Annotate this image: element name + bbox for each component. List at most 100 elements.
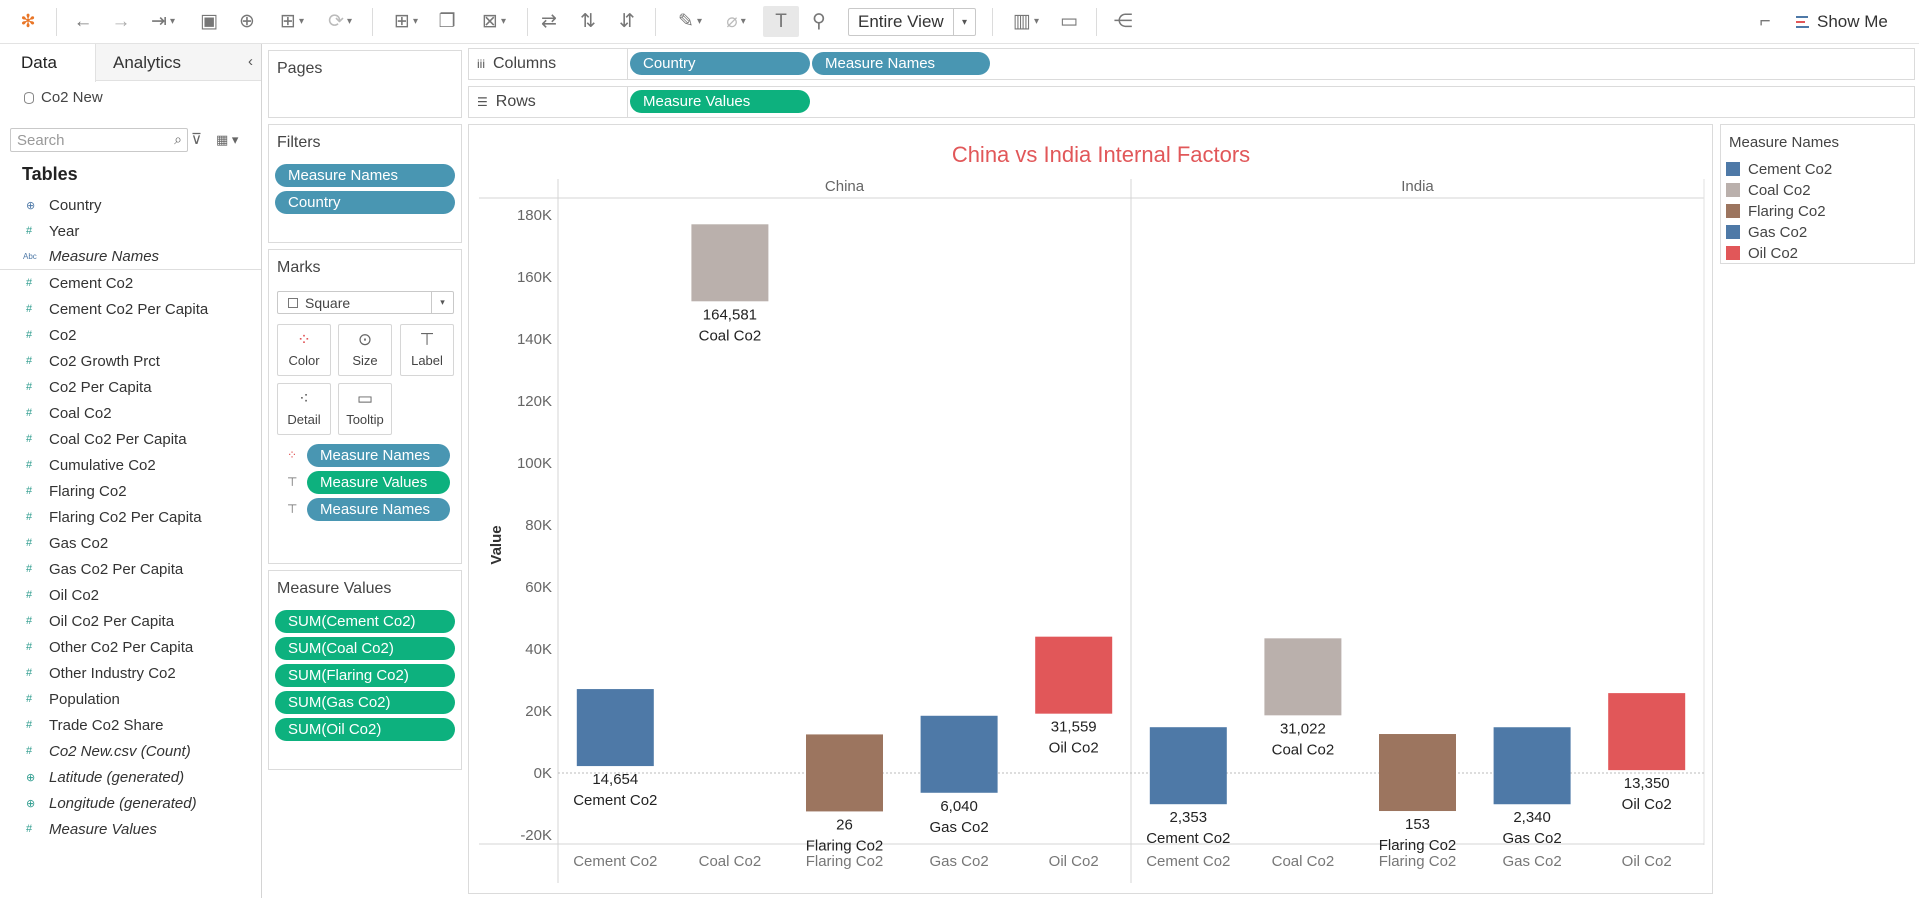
sort-descending-icon[interactable]: ⇵ [619,11,635,32]
sort-ascending-icon[interactable]: ⇅ [580,11,596,32]
redo-icon[interactable]: → [111,10,131,32]
field-item[interactable]: # Coal Co2 [0,400,261,426]
legend-item[interactable]: Oil Co2 [1726,243,1798,263]
field-item[interactable]: # Cement Co2 [0,270,261,296]
marks-pill-measure-values-label[interactable]: Measure Values [307,471,450,494]
label-button[interactable]: ⊤ Label [400,324,454,376]
field-item[interactable]: # Trade Co2 Share [0,712,261,738]
size-button[interactable]: ⊙ Size [338,324,392,376]
highlight-icon[interactable]: ✎ ▾ [678,11,702,32]
field-item[interactable]: # Flaring Co2 Per Capita [0,504,261,530]
undo-icon[interactable]: ← [73,10,93,32]
marks-pill-measure-names-color[interactable]: Measure Names [307,444,450,467]
y-tick-label: 140K [517,331,552,348]
data-label: 2,340 [1513,809,1551,826]
refresh-icon[interactable]: ⟳ ▾ [328,11,352,32]
pages-card[interactable]: Pages [268,50,462,118]
color-legend[interactable]: Measure Names Cement Co2 Coal Co2 Flaring … [1720,124,1915,264]
show-me-button[interactable]: Show Me [1796,9,1888,35]
view-options-icon[interactable]: ▦ ▾ [216,132,239,147]
field-item[interactable]: # Gas Co2 [0,530,261,556]
color-button-label: Color [288,353,320,368]
field-item[interactable]: ⊕ Country [0,192,261,218]
color-button[interactable]: ⁘ Color [277,324,331,376]
show-mark-labels-icon[interactable]: T [763,6,799,37]
duplicate-sheet-icon[interactable]: ❐ [438,11,456,32]
field-item[interactable]: # Year [0,218,261,244]
collapse-pane-icon[interactable]: ‹ [248,53,253,70]
datasource-item[interactable]: Co2 New [24,89,103,106]
field-item[interactable]: # Oil Co2 Per Capita [0,608,261,634]
field-item[interactable]: # Population [0,686,261,712]
legend-item[interactable]: Cement Co2 [1726,159,1832,179]
field-item[interactable]: # Cement Co2 Per Capita [0,296,261,322]
fix-axes-icon[interactable]: ⚲ [812,11,826,32]
measure-value-pill[interactable]: SUM(Oil Co2) [275,718,455,741]
filter-fields-icon[interactable]: ⊽ [191,131,202,148]
rows-shelf[interactable]: ☰ Rows Measure Values [468,86,1915,118]
y-tick-label: 60K [525,579,552,596]
filters-card[interactable]: Filters Measure Names Country [268,124,462,243]
field-item[interactable]: ⊕ Latitude (generated) [0,764,261,790]
search-icon: ⌕ [174,131,182,147]
field-item[interactable]: ⊕ Longitude (generated) [0,790,261,816]
legend-item[interactable]: Coal Co2 [1726,180,1811,200]
filter-pill-measure-names[interactable]: Measure Names [275,164,455,187]
show-cards-icon[interactable]: ▥ ▾ [1013,11,1039,32]
field-item[interactable]: # Co2 New.csv (Count) [0,738,261,764]
columns-shelf[interactable]: iii Columns Country Measure Names [468,48,1915,80]
save-icon[interactable]: ▣ [200,11,218,32]
marks-pill-measure-names-label[interactable]: Measure Names [307,498,450,521]
swap-rows-columns-icon[interactable]: ⇄ [541,11,557,32]
field-label: Measure Values [49,820,157,838]
tab-analytics[interactable]: Analytics [113,52,182,72]
field-item[interactable]: # Cumulative Co2 [0,452,261,478]
tooltip-button[interactable]: ▭ Tooltip [338,383,392,435]
format-painter-icon[interactable]: ⌐ [1759,10,1771,32]
field-item[interactable]: # Other Industry Co2 [0,660,261,686]
field-item[interactable]: # Other Co2 Per Capita [0,634,261,660]
field-item[interactable]: # Flaring Co2 [0,478,261,504]
search-input[interactable]: Search ⌕ [10,128,188,152]
field-item[interactable]: # Coal Co2 Per Capita [0,426,261,452]
field-item[interactable]: # Co2 Growth Prct [0,348,261,374]
group-members-icon[interactable]: ⌀ ▾ [726,11,746,32]
legend-label: Cement Co2 [1748,160,1833,178]
category-label: Gas Co2 [1502,830,1561,847]
columns-pill-measure-names[interactable]: Measure Names [812,52,990,75]
y-tick-label: 20K [525,703,552,720]
rows-pill-measure-values[interactable]: Measure Values [630,90,810,113]
legend-item[interactable]: Flaring Co2 [1726,201,1826,221]
field-item[interactable]: # Co2 [0,322,261,348]
new-worksheet-icon[interactable]: ⊞ ▾ [394,11,418,32]
color-icon: ⁘ [296,330,312,349]
field-item[interactable]: # Co2 Per Capita [0,374,261,400]
field-item[interactable]: # Gas Co2 Per Capita [0,556,261,582]
filter-pill-country[interactable]: Country [275,191,455,214]
measure-value-pill[interactable]: SUM(Gas Co2) [275,691,455,714]
share-icon[interactable]: ⋲ [1113,11,1133,32]
mark-type-dropdown[interactable]: Square ▾ [277,291,454,314]
replay-icon[interactable]: ⇥ ▾ [151,11,175,32]
tableau-logo-icon[interactable]: ✻ [20,11,36,31]
presentation-mode-icon[interactable]: ▭ [1060,11,1078,32]
detail-button[interactable]: ⁖ Detail [277,383,331,435]
legend-item[interactable]: Gas Co2 [1726,222,1807,242]
pause-updates-icon[interactable]: ⊞ ▾ [280,11,304,32]
measure-value-pill[interactable]: SUM(Cement Co2) [275,610,455,633]
y-tick-label: 80K [525,517,552,534]
field-item[interactable]: Abc Measure Names [0,244,261,270]
field-label: Cement Co2 Per Capita [49,300,209,318]
category-label: Coal Co2 [1272,741,1335,758]
field-item[interactable]: # Measure Values [0,816,261,842]
clear-sheet-icon[interactable]: ⊠ ▾ [482,11,506,32]
columns-pill-country[interactable]: Country [630,52,810,75]
field-label: Longitude (generated) [49,794,197,812]
hash-icon: # [26,355,33,367]
new-datasource-icon[interactable]: ⊕ [239,11,255,32]
field-item[interactable]: # Oil Co2 [0,582,261,608]
measure-value-pill[interactable]: SUM(Coal Co2) [275,637,455,660]
measure-value-pill[interactable]: SUM(Flaring Co2) [275,664,455,687]
fit-dropdown[interactable]: Entire View ▾ [848,8,976,36]
tab-data[interactable]: Data [0,44,96,82]
